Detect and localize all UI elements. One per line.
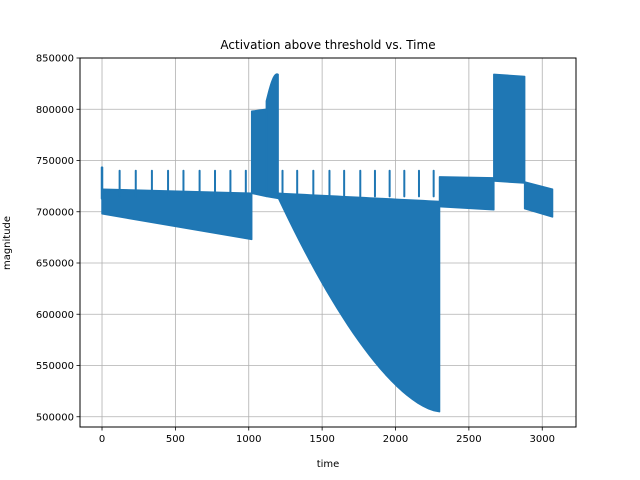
plot-area xyxy=(100,73,554,413)
y-tick-label: 700000 xyxy=(36,207,74,218)
series-envelope xyxy=(101,188,253,241)
series-envelope xyxy=(265,73,279,200)
x-tick-label: 500 xyxy=(166,434,185,445)
axes-frame xyxy=(79,57,577,428)
y-tick-label: 750000 xyxy=(36,156,74,167)
y-tick-label: 850000 xyxy=(36,54,74,65)
y-tick-label: 800000 xyxy=(36,105,74,116)
x-axis-label: time xyxy=(317,459,340,470)
series-envelope xyxy=(523,181,554,218)
x-axis-ticks: 0 500 1000 1500 2000 2500 3000 xyxy=(99,427,555,445)
series-envelope xyxy=(493,73,526,184)
y-axis-label: magnitude xyxy=(2,216,13,270)
x-tick-label: 3000 xyxy=(530,434,555,445)
x-tick-label: 0 xyxy=(99,434,105,445)
x-tick-label: 2500 xyxy=(456,434,481,445)
series-envelope xyxy=(438,176,495,211)
y-tick-label: 600000 xyxy=(36,310,74,321)
x-tick-label: 1000 xyxy=(236,434,261,445)
series-envelope xyxy=(250,108,268,198)
x-tick-label: 2000 xyxy=(383,434,408,445)
y-tick-label: 550000 xyxy=(36,361,74,372)
series-envelope xyxy=(277,192,441,413)
y-axis-ticks: 500000 550000 600000 650000 700000 750000 8000… xyxy=(36,54,80,423)
x-tick-label: 1500 xyxy=(309,434,334,445)
y-tick-label: 650000 xyxy=(36,259,74,270)
y-tick-label: 500000 xyxy=(36,412,74,423)
chart-title: Activation above threshold vs. Time xyxy=(220,38,435,52)
